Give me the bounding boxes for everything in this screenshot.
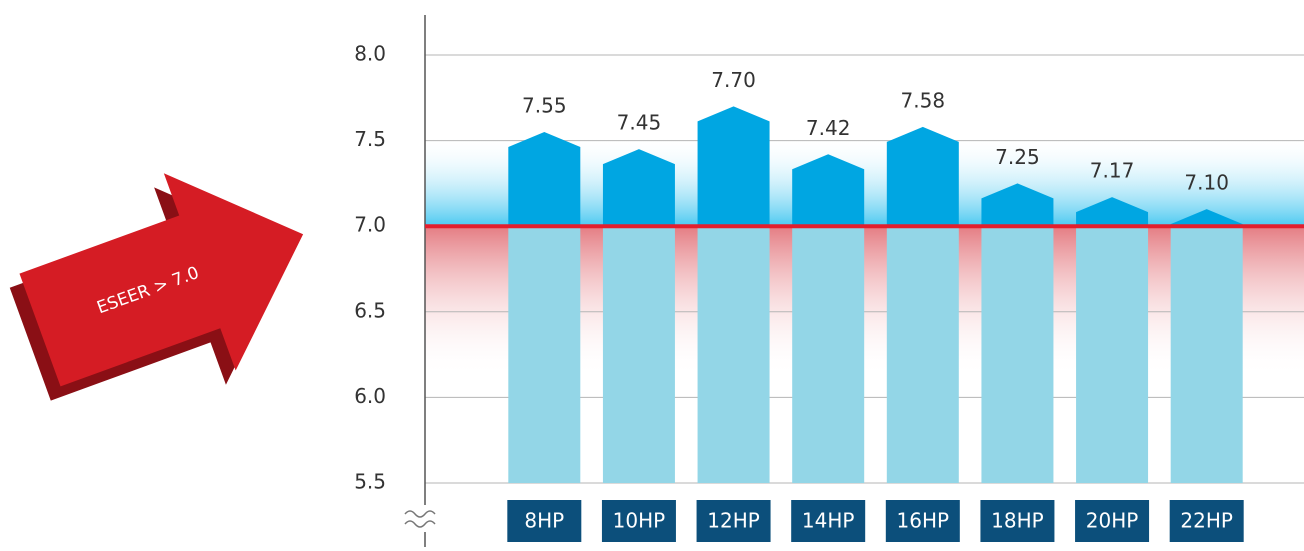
x-tick-label: 8HP — [524, 509, 564, 533]
x-tick-label: 22HP — [1180, 509, 1233, 533]
value-label: 7.45 — [617, 111, 662, 135]
y-tick-label: 7.0 — [354, 213, 386, 237]
y-tick-label: 7.5 — [354, 127, 386, 151]
bar — [508, 132, 580, 483]
x-tick-label: 14HP — [802, 509, 855, 533]
chart: ESEER > 7.0 5.5 6.0 6.5 7.0 7.5 8.0 7.55 8HP 7.4… — [0, 0, 1304, 547]
page: ESEER > 7.0 5.5 6.0 6.5 7.0 7.5 8.0 7.55 8HP 7.4… — [0, 0, 1304, 547]
y-tick-label: 5.5 — [354, 470, 386, 494]
x-tick-label: 16HP — [897, 509, 950, 533]
bar — [981, 183, 1053, 483]
value-label: 7.17 — [1090, 159, 1135, 183]
value-label: 7.42 — [806, 116, 851, 140]
arrow: ESEER > 7.0 — [0, 136, 342, 443]
bar — [792, 154, 864, 483]
axis-break — [405, 511, 435, 527]
bar — [698, 106, 770, 483]
bar — [603, 149, 675, 483]
y-tick-label: 6.0 — [354, 384, 386, 408]
value-label: 7.70 — [711, 68, 756, 92]
x-tick-label: 12HP — [707, 509, 760, 533]
x-tick-label: 20HP — [1086, 509, 1139, 533]
value-label: 7.10 — [1184, 171, 1229, 195]
y-tick-label: 8.0 — [354, 42, 386, 66]
y-tick-label: 6.5 — [354, 298, 386, 322]
x-tick-label: 10HP — [613, 509, 666, 533]
value-label: 7.25 — [995, 145, 1040, 169]
x-tick-label: 18HP — [991, 509, 1044, 533]
value-label: 7.55 — [522, 94, 567, 118]
value-label: 7.58 — [901, 88, 946, 112]
bar — [1076, 197, 1148, 483]
bar — [887, 127, 959, 483]
bar — [1171, 209, 1243, 483]
